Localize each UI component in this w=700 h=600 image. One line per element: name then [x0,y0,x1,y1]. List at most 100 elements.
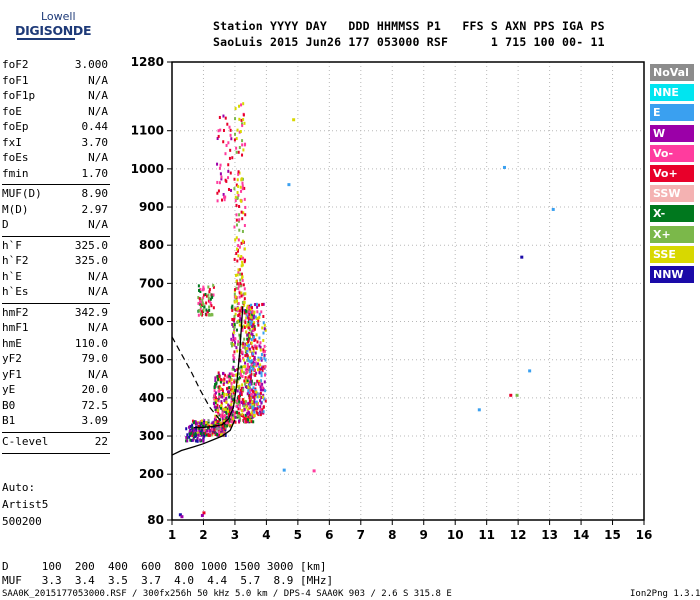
echo-point [261,382,264,386]
echo-point [261,369,264,373]
echo-point [218,430,221,434]
echo-point [238,117,241,121]
echo-point [250,379,253,383]
echo-point [250,332,253,336]
echo-point [245,309,248,313]
echo-point [221,432,224,436]
echo-point [249,386,252,390]
echo-point [233,177,236,181]
echo-point [252,347,255,351]
echo-point [247,323,250,327]
echo-point [192,438,195,442]
echo-point [240,177,243,181]
echo-point [259,356,262,360]
chart-curves [171,306,244,456]
echo-point [218,433,221,437]
echo-point [218,374,221,378]
echo-point [238,145,241,149]
echo-point [249,307,252,311]
echo-point [241,187,244,191]
echo-point [251,306,254,310]
legend-item-noval: NoVal [650,64,694,81]
echo-point [250,316,253,320]
echo-point [243,287,246,291]
echo-point [230,385,233,389]
echo-point [209,297,212,301]
echo-point [223,409,226,413]
echo-point [259,379,262,383]
echo-point [262,365,265,369]
param-row: M(D) 2.97 [2,203,110,218]
echo-point [216,137,219,141]
echo-point [230,420,233,424]
echo-point [237,254,240,258]
echo-point [238,213,241,217]
echo-point [247,321,250,325]
param-separator [2,453,110,454]
echo-point [236,414,239,418]
echo-point [238,366,241,370]
echo-point [220,421,223,425]
echo-point [220,402,223,406]
echo-point [237,193,240,197]
echo-point [240,276,243,280]
echo-point [221,198,224,202]
param-value: 3.000 [74,58,108,71]
echo-point [232,365,235,369]
echo-point [214,401,217,405]
echo-point [214,398,217,402]
echo-point [205,313,208,317]
param-name: h`E [2,269,22,283]
param-name: MUF(D) [2,187,42,200]
echo-point [256,407,259,411]
echo-point [236,249,239,253]
echo-point [253,362,256,366]
echo-point [225,179,228,183]
echo-point [248,375,251,379]
echo-point [252,323,255,327]
echo-point [247,326,250,330]
echo-point [261,386,264,390]
param-value: 342.9 [74,305,108,319]
echo-point [247,340,250,344]
echo-point [192,436,195,440]
echo-point [253,338,256,342]
echo-point [249,367,252,371]
param-name: foF2 [2,58,29,71]
x-tick-label: 2 [199,528,207,542]
y-tick-label: 600 [139,315,164,329]
echo-point [258,380,261,384]
param-value: 20.0 [81,383,109,396]
echo-point [235,146,238,150]
echo-point [242,358,245,362]
echo-point [233,380,236,384]
param-name: foE [2,104,22,118]
echo-point [207,429,210,433]
echo-point [262,331,265,335]
echo-point [218,392,221,396]
echo-point [230,403,233,407]
echo-point [232,398,235,402]
echo-point [222,128,225,132]
echo-point [213,417,216,421]
isolated-echo-point [477,408,481,412]
echo-point [241,177,244,181]
echo-point [249,349,252,353]
echo-point [227,390,230,394]
echo-point [230,396,233,400]
echo-point [214,376,217,380]
echo-point [223,195,226,199]
param-row: B1 3.09 [2,414,110,429]
echo-point [248,310,251,314]
x-tick-label: 7 [357,528,365,542]
isolated-echo-point [202,511,206,515]
echo-point [205,310,208,314]
echo-point [258,303,261,307]
chart-tick-labels: 1 2 3 4 5 6 7 8 9 10 11 12 13 14 15 1680200300400500600… [131,55,653,542]
echo-point [198,426,201,430]
echo-point [233,323,236,327]
echo-point [244,213,247,217]
echo-point [217,399,220,403]
echo-point [221,408,224,412]
isolated-echo-point [509,393,513,397]
